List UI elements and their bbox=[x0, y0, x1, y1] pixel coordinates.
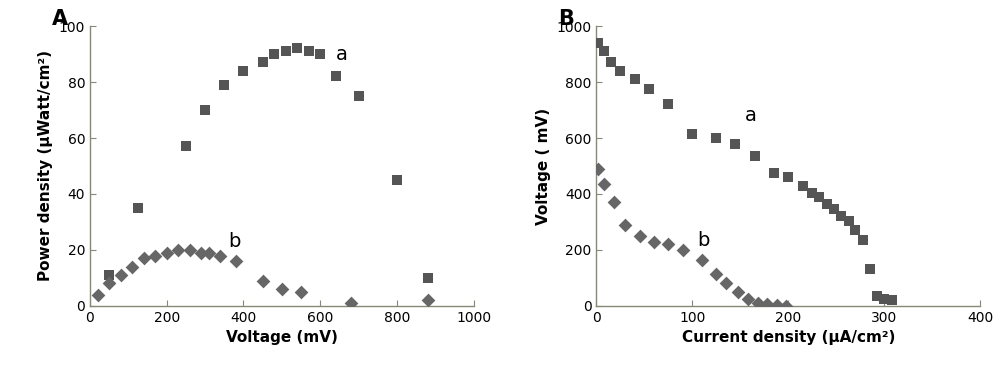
Point bbox=[718, 280, 734, 286]
Point bbox=[389, 177, 405, 183]
Point bbox=[274, 286, 290, 292]
Point bbox=[684, 131, 700, 137]
Point bbox=[727, 141, 743, 147]
Point bbox=[804, 189, 820, 195]
Point bbox=[420, 297, 436, 303]
Point bbox=[675, 247, 691, 253]
Point bbox=[612, 68, 628, 74]
Point bbox=[130, 205, 146, 211]
Point bbox=[740, 296, 756, 302]
Text: b: b bbox=[228, 232, 240, 251]
Point bbox=[101, 272, 117, 278]
Point bbox=[869, 293, 885, 299]
Point bbox=[420, 275, 436, 281]
X-axis label: Voltage (mV): Voltage (mV) bbox=[226, 330, 338, 345]
Point bbox=[811, 194, 827, 200]
Point bbox=[113, 272, 129, 278]
Point bbox=[170, 247, 186, 253]
Point bbox=[641, 86, 657, 92]
Point bbox=[769, 302, 785, 308]
Point bbox=[178, 143, 194, 149]
Point bbox=[197, 107, 213, 113]
Point bbox=[780, 174, 796, 180]
Point bbox=[343, 300, 359, 306]
Point bbox=[627, 76, 643, 82]
Point bbox=[596, 181, 612, 187]
Point bbox=[617, 222, 633, 228]
Point bbox=[862, 266, 878, 272]
Point bbox=[841, 217, 857, 223]
Point bbox=[750, 300, 766, 305]
Point bbox=[147, 253, 163, 258]
Point bbox=[766, 170, 782, 176]
Point bbox=[101, 280, 117, 286]
Point bbox=[90, 292, 106, 298]
Point bbox=[603, 59, 619, 65]
Point bbox=[759, 301, 775, 307]
Y-axis label: Power density (μWatt/cm²): Power density (μWatt/cm²) bbox=[38, 50, 53, 282]
Point bbox=[660, 241, 676, 247]
Point bbox=[708, 271, 724, 277]
Point bbox=[278, 48, 294, 54]
Point bbox=[730, 289, 746, 295]
Point bbox=[289, 46, 305, 51]
Point bbox=[293, 289, 309, 295]
Point bbox=[266, 51, 282, 57]
Text: a: a bbox=[745, 106, 757, 125]
Point bbox=[708, 135, 724, 141]
Point bbox=[193, 250, 209, 256]
Point bbox=[596, 48, 612, 54]
Point bbox=[833, 213, 849, 219]
Point bbox=[159, 250, 175, 256]
Point bbox=[778, 303, 794, 309]
Text: B: B bbox=[558, 9, 574, 29]
Point bbox=[590, 40, 606, 46]
Y-axis label: Voltage ( mV): Voltage ( mV) bbox=[536, 107, 551, 225]
Point bbox=[660, 101, 676, 107]
Point bbox=[632, 233, 648, 239]
Point bbox=[201, 250, 217, 256]
Point bbox=[255, 278, 271, 283]
Text: A: A bbox=[52, 9, 68, 29]
Point bbox=[795, 182, 811, 188]
Point bbox=[646, 239, 662, 245]
Point bbox=[136, 255, 152, 261]
Point bbox=[847, 227, 863, 233]
Point bbox=[312, 51, 328, 57]
Text: a: a bbox=[336, 45, 347, 64]
Point bbox=[182, 247, 198, 253]
X-axis label: Current density (μA/cm²): Current density (μA/cm²) bbox=[682, 330, 895, 345]
Point bbox=[855, 237, 871, 243]
Point bbox=[212, 253, 228, 258]
Point bbox=[216, 82, 232, 88]
Point bbox=[876, 296, 892, 302]
Point bbox=[826, 206, 842, 212]
Point bbox=[235, 68, 251, 74]
Point bbox=[301, 48, 317, 54]
Point bbox=[747, 153, 763, 159]
Point bbox=[606, 199, 622, 205]
Point bbox=[351, 93, 367, 99]
Point bbox=[590, 166, 606, 172]
Point bbox=[694, 257, 710, 263]
Point bbox=[228, 258, 244, 264]
Point bbox=[124, 264, 140, 270]
Point bbox=[884, 297, 900, 303]
Point bbox=[819, 201, 835, 207]
Point bbox=[255, 59, 271, 65]
Point bbox=[328, 73, 344, 79]
Text: b: b bbox=[697, 231, 709, 250]
